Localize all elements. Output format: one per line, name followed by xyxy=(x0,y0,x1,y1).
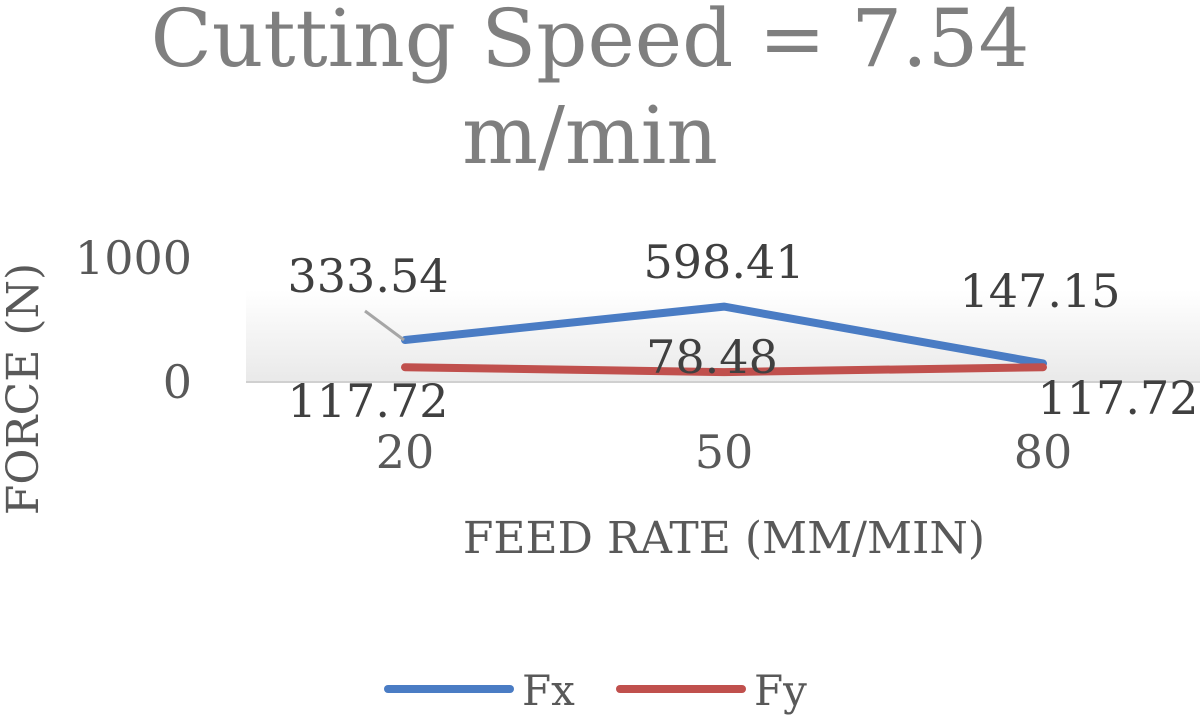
series-line-fx xyxy=(401,302,1047,368)
legend-label-fx: Fx xyxy=(522,666,575,715)
data-label: 147.15 xyxy=(960,264,1121,318)
chart-title-line-1: Cutting Speed = 7.54 xyxy=(151,0,1030,85)
data-label: 333.54 xyxy=(288,249,449,303)
data-label: 598.41 xyxy=(644,235,805,289)
chart-marks: 20 50 80 333.54 598.41 147.15 117.72 78.48 117.7… xyxy=(288,235,1199,479)
data-label: 78.48 xyxy=(646,330,778,384)
legend: Fx Fy xyxy=(384,666,807,715)
data-label: 117.72 xyxy=(1038,371,1199,425)
y-tick-label-1: 1000 xyxy=(75,231,192,285)
x-axis-title: FEED RATE (MM/MIN) xyxy=(463,513,985,564)
y-axis-title: FORCE (N) xyxy=(0,263,49,515)
data-label: 117.72 xyxy=(288,374,449,428)
x-tick-label: 80 xyxy=(1014,425,1073,479)
x-tick-label: 20 xyxy=(376,425,435,479)
legend-label-fy: Fy xyxy=(754,666,807,715)
data-label-leader-line xyxy=(364,309,405,342)
y-tick-label-0: 0 xyxy=(163,355,192,409)
x-tick-label: 50 xyxy=(695,425,754,479)
series-line-fy xyxy=(401,363,1047,377)
chart-title-line-2: m/min xyxy=(462,89,718,182)
